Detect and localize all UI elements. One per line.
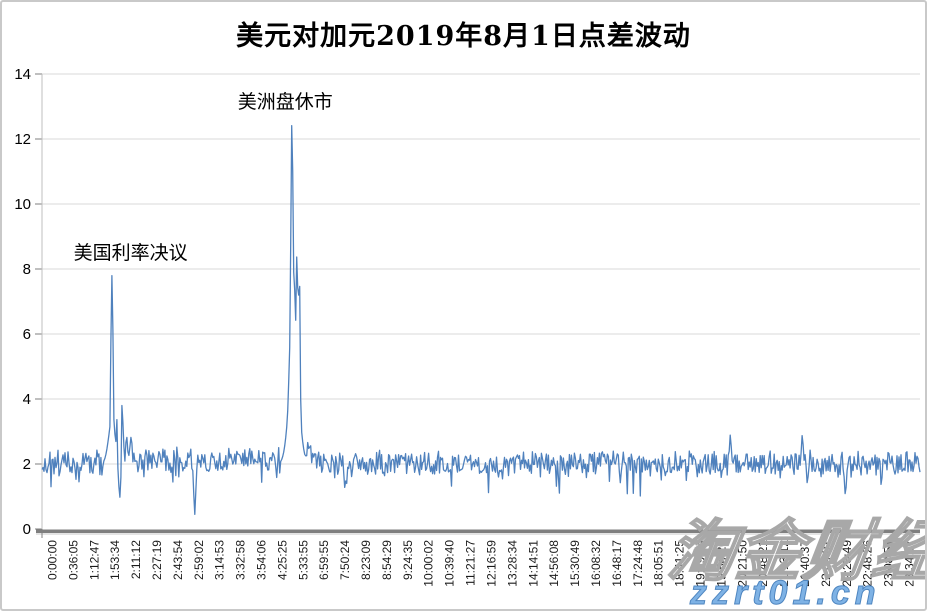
y-tick-label: 6 — [23, 326, 31, 343]
x-tick-label: 22:48:26 — [861, 540, 875, 587]
x-tick-label: 10:00:02 — [422, 540, 436, 587]
series-line — [41, 125, 921, 515]
x-tick-label: 8:23:09 — [359, 540, 373, 580]
y-tick-label: 12 — [14, 131, 31, 148]
x-tick-label: 1:53:34 — [108, 540, 122, 580]
x-tick-label: 10:39:40 — [443, 540, 457, 587]
x-tick-label: 20:48:21 — [756, 540, 770, 587]
y-tick-label: 8 — [23, 261, 31, 278]
y-tick-label: 10 — [14, 196, 31, 213]
x-tick-label: 3:54:06 — [255, 540, 269, 580]
x-tick-label: 19:19:54 — [694, 540, 708, 587]
x-tick-label: 21:13:12 — [777, 540, 791, 587]
x-tick-label: 21:40:37 — [798, 540, 812, 587]
x-tick-label: 9:24:35 — [401, 540, 415, 580]
x-tick-label: 23:08:51 — [882, 540, 896, 587]
x-tick-label: 3:32:58 — [234, 540, 248, 580]
y-tick-label: 2 — [23, 456, 31, 473]
x-tick-label: 18:05:51 — [652, 540, 666, 587]
x-tick-label: 19:54:20 — [714, 540, 728, 587]
x-tick-label: 2:11:12 — [129, 540, 143, 579]
x-tick-label: 2:59:02 — [192, 540, 206, 580]
x-tick-label: 1:12:47 — [87, 540, 101, 580]
annotation-market-close: 美洲盘休市 — [237, 91, 333, 113]
x-tick-label: 0:00:00 — [45, 540, 59, 580]
x-tick-label: 5:33:55 — [296, 540, 310, 580]
y-tick-label: 4 — [23, 391, 31, 408]
x-tick-label: 12:16:59 — [484, 540, 498, 587]
x-tick-label: 16:08:32 — [589, 540, 603, 587]
x-tick-label: 22:25:49 — [840, 540, 854, 587]
x-tick-label: 17:24:48 — [631, 540, 645, 587]
chart-title: 美元对加元2019年8月1日点差波动 — [236, 21, 691, 52]
x-tick-label: 7:50:24 — [338, 540, 352, 580]
x-tick-label: 0:36:05 — [66, 540, 80, 580]
x-tick-label: 22:04:01 — [819, 540, 833, 587]
x-tick-label: 4:25:25 — [275, 540, 289, 580]
x-tick-label: 6:59:55 — [317, 540, 331, 580]
y-tick-label: 0 — [23, 521, 31, 538]
x-tick-label: 8:54:29 — [380, 540, 394, 580]
x-tick-label: 15:30:49 — [568, 540, 582, 587]
x-tick-label: 16:48:17 — [610, 540, 624, 587]
x-tick-label: 13:28:34 — [505, 540, 519, 587]
x-tick-label: 14:14:51 — [526, 540, 540, 587]
annotation-rate-decision: 美国利率决议 — [73, 242, 188, 265]
x-tick-label: 18:41:25 — [673, 540, 687, 587]
x-tick-label: 23:34:57 — [903, 540, 917, 587]
x-tick-label: 14:56:08 — [547, 540, 561, 587]
y-tick-label: 14 — [14, 66, 31, 83]
x-axis-line — [36, 529, 920, 533]
x-tick-label: 2:27:19 — [150, 540, 164, 580]
x-tick-label: 11:21:27 — [464, 540, 478, 586]
x-tick-label: 3:14:53 — [213, 540, 227, 580]
x-tick-label: 20:21:50 — [735, 540, 749, 587]
x-tick-label: 2:43:54 — [171, 540, 185, 580]
